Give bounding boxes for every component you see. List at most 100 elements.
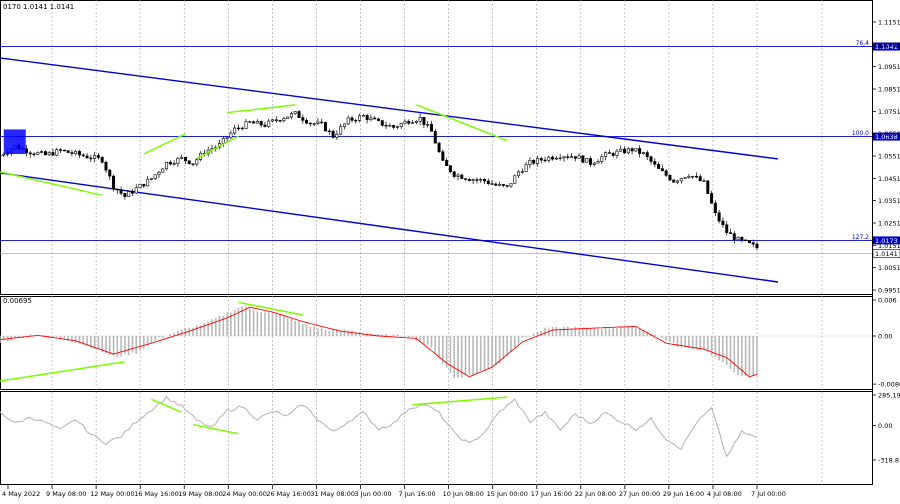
candle-body xyxy=(592,162,596,165)
candle-body xyxy=(645,152,649,158)
candle-body xyxy=(535,158,539,164)
candle-body xyxy=(611,153,615,156)
divergence-line xyxy=(412,396,508,406)
candle-body xyxy=(588,158,592,165)
price-panel-frame xyxy=(0,0,873,295)
candle-body xyxy=(380,120,384,126)
candle-body xyxy=(293,111,297,114)
candle-body xyxy=(305,120,309,124)
candle-body xyxy=(422,117,426,125)
candle-body xyxy=(327,130,331,133)
candle-body xyxy=(176,157,180,164)
candle-body xyxy=(566,156,570,158)
level-price-tag xyxy=(873,42,900,51)
candle-body xyxy=(282,118,286,121)
candle-body xyxy=(108,169,112,177)
candle-body xyxy=(240,127,244,130)
candle-body xyxy=(520,171,524,173)
candle-body xyxy=(100,157,104,163)
macd-header-value: 0.00695 xyxy=(3,297,32,305)
time-tick-label: 16 May 16:00 xyxy=(134,490,179,498)
candle-body xyxy=(376,118,380,121)
candle-body xyxy=(418,117,422,122)
candle-body xyxy=(40,151,44,153)
candle-body xyxy=(59,149,63,151)
candle-body xyxy=(729,232,733,234)
marker-box-layer xyxy=(3,129,26,154)
candle-body xyxy=(638,148,642,154)
candle-body xyxy=(157,171,161,176)
candle-body xyxy=(55,149,59,156)
candle-body xyxy=(623,148,627,154)
time-tick-label: 24 May 00:00 xyxy=(222,490,267,498)
macd-indicator xyxy=(0,306,872,379)
candle-body xyxy=(331,130,335,138)
candle-body xyxy=(426,124,430,126)
time-tick-label: 26 May 16:00 xyxy=(266,490,311,498)
candle-body xyxy=(161,168,165,173)
divergence-line xyxy=(192,423,239,435)
candle-body xyxy=(85,155,89,159)
candle-body xyxy=(744,239,748,241)
price-tick-label: 1.0451 xyxy=(878,175,900,183)
candle-body xyxy=(153,174,157,179)
candle-body xyxy=(267,120,271,127)
candle-body xyxy=(365,115,369,120)
candle-body xyxy=(96,155,100,158)
divergence-line xyxy=(238,301,303,316)
candle-body xyxy=(653,161,657,165)
candle-body xyxy=(346,117,350,125)
candle-body xyxy=(392,125,396,128)
candle-body xyxy=(32,153,36,155)
candle-body xyxy=(585,158,589,163)
candle-body xyxy=(562,156,566,159)
candle-body xyxy=(70,152,74,154)
candle-body xyxy=(448,165,452,173)
time-axis: 4 May 2022 9 May 08:00 12 May 00:00 16 May … xyxy=(2,485,786,498)
divergence-line xyxy=(0,361,126,382)
cci-tick-label: 285.1954 xyxy=(878,392,900,400)
candle-body xyxy=(547,156,551,161)
candle-body xyxy=(316,121,320,124)
candle-body xyxy=(28,152,32,155)
candle-body xyxy=(558,157,562,159)
candle-body xyxy=(554,157,558,160)
candle-body xyxy=(702,180,706,182)
candle-body xyxy=(660,168,664,172)
candle-body xyxy=(577,155,581,159)
time-tick-label: 29 Jun 16:00 xyxy=(663,490,704,498)
candle-body xyxy=(320,121,324,124)
candle-body xyxy=(713,202,717,213)
candle-body xyxy=(354,119,358,122)
candle-body xyxy=(308,122,312,125)
candle-body xyxy=(395,126,399,128)
macd-tick-label: 0.00 xyxy=(878,333,892,341)
time-tick-label: 7 Jul 00:00 xyxy=(751,490,786,498)
divergence-lines xyxy=(0,104,508,435)
candle-body xyxy=(373,117,377,120)
cci-indicator xyxy=(0,395,758,458)
candle-body xyxy=(551,156,555,160)
candle-body xyxy=(146,178,150,187)
candle-body xyxy=(289,113,293,118)
candle-body xyxy=(471,179,475,182)
candle-body xyxy=(149,178,153,180)
candle-body xyxy=(274,119,278,121)
candle-body xyxy=(248,121,252,123)
candle-body xyxy=(312,123,316,125)
candle-body xyxy=(388,125,392,127)
candle-body xyxy=(66,150,70,153)
candle-body xyxy=(479,178,483,181)
channel-line xyxy=(0,172,779,283)
candle-body xyxy=(411,122,415,124)
ohlc-readout: 0170 1.0141 1.0141 xyxy=(3,3,74,11)
candle-body xyxy=(630,148,634,152)
candle-body xyxy=(191,163,195,165)
candle-body xyxy=(236,127,240,130)
time-tick-label: 3 Jun 00:00 xyxy=(354,490,391,498)
candle-body xyxy=(736,236,740,240)
time-tick-label: 19 May 08:00 xyxy=(178,490,223,498)
candle-body xyxy=(456,174,460,177)
candle-body xyxy=(119,189,123,194)
